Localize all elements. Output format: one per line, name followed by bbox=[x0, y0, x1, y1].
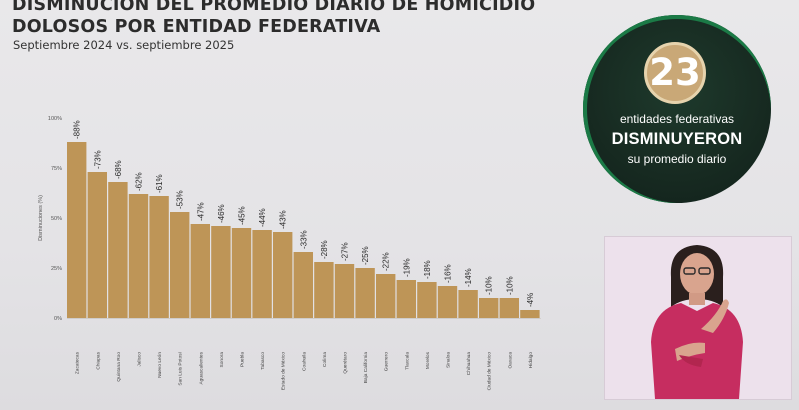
data-label: -68% bbox=[114, 160, 123, 179]
x-tick-label: Aguascalientes bbox=[198, 351, 204, 384]
data-label: -18% bbox=[423, 260, 432, 279]
chart-subtitle: Septiembre 2024 vs. septiembre 2025 bbox=[13, 38, 235, 52]
x-tick-label: Morelos bbox=[425, 351, 431, 369]
x-tick-label: Jalisco bbox=[137, 352, 143, 367]
bar bbox=[437, 286, 458, 318]
sign-language-interpreter-video bbox=[604, 236, 792, 400]
x-tick-label: Zacatecas bbox=[75, 351, 81, 374]
badge-line-3: su promedio diario bbox=[627, 152, 727, 166]
data-label: -25% bbox=[361, 246, 370, 265]
data-label: -62% bbox=[135, 172, 144, 191]
data-label: -22% bbox=[382, 252, 391, 271]
x-tick-label: Baja California bbox=[363, 352, 369, 384]
y-tick-label: 100% bbox=[48, 116, 62, 122]
data-label: -88% bbox=[73, 120, 82, 139]
data-label: -19% bbox=[402, 258, 411, 277]
x-tick-label: Ciudad de México bbox=[487, 352, 493, 391]
x-tick-label: Quintana Roo bbox=[116, 352, 122, 382]
bar bbox=[499, 298, 519, 318]
y-axis-label: Disminuciones (%) bbox=[38, 195, 44, 241]
bar bbox=[211, 226, 231, 318]
y-tick-label: 0% bbox=[54, 316, 62, 322]
data-label: -10% bbox=[485, 276, 494, 295]
data-label: -53% bbox=[176, 190, 185, 209]
x-tick-label: Chihuahua bbox=[466, 352, 472, 376]
x-tick-label: Hidalgo bbox=[528, 352, 534, 369]
bar bbox=[108, 182, 128, 318]
chart-title-line-1: DISMINUCIÓN DEL PROMEDIO DIARIO DE HOMIC… bbox=[12, 0, 536, 15]
x-tick-label: Tlaxcala bbox=[404, 352, 410, 370]
bar bbox=[149, 196, 169, 318]
data-label: -45% bbox=[238, 206, 247, 225]
data-label: -28% bbox=[320, 240, 329, 259]
x-tick-label: Tabasco bbox=[260, 352, 266, 370]
data-label: -27% bbox=[341, 242, 350, 261]
data-label: -4% bbox=[526, 293, 535, 307]
bar bbox=[170, 212, 190, 318]
badge-line-2: DISMINUYERON bbox=[611, 130, 743, 148]
x-tick-label: Querétaro bbox=[343, 352, 349, 374]
bar bbox=[314, 262, 334, 318]
x-tick-label: Sonora bbox=[219, 352, 225, 368]
x-tick-label: Oaxaca bbox=[507, 352, 513, 369]
x-tick-label: Nuevo León bbox=[157, 352, 163, 378]
bar bbox=[355, 268, 375, 318]
bar bbox=[273, 232, 293, 318]
chart-title-line-2: DOLOSOS POR ENTIDAD FEDERATIVA bbox=[12, 17, 381, 37]
x-tick-label: Colima bbox=[322, 352, 328, 367]
bar bbox=[417, 282, 437, 318]
x-tick-label: Chiapas bbox=[95, 351, 101, 369]
bar bbox=[458, 290, 478, 318]
y-tick-label: 25% bbox=[51, 266, 62, 272]
bar bbox=[252, 230, 272, 318]
badge-count: 23 bbox=[649, 51, 701, 94]
data-label: -73% bbox=[93, 150, 102, 169]
data-label: -16% bbox=[444, 264, 453, 283]
data-label: -10% bbox=[505, 276, 514, 295]
bar bbox=[67, 142, 87, 318]
data-label: -33% bbox=[299, 230, 308, 249]
badge-line-1: entidades federativas bbox=[619, 112, 735, 126]
bar-chart: 0% 25% 50% 75% 100% Disminuciones (%) -88% Zaca… bbox=[38, 116, 541, 391]
x-tick-label: Guerrero bbox=[384, 352, 390, 372]
bar bbox=[376, 274, 396, 318]
interpreter-figure bbox=[605, 237, 791, 399]
y-tick-label: 50% bbox=[51, 216, 62, 222]
data-label: -61% bbox=[155, 174, 164, 193]
summary-badge: 23 entidades federativas DISMINUYERON su… bbox=[583, 15, 771, 203]
bar bbox=[334, 264, 355, 318]
data-label: -44% bbox=[258, 208, 267, 227]
data-label: -43% bbox=[279, 210, 288, 229]
x-tick-label: Sinaloa bbox=[446, 352, 452, 368]
bar bbox=[128, 194, 149, 318]
bar bbox=[396, 280, 416, 318]
bar bbox=[190, 224, 210, 318]
data-label: -47% bbox=[196, 202, 205, 221]
count-circle: 23 bbox=[644, 42, 706, 104]
bar bbox=[520, 310, 540, 318]
chart-title: DISMINUCIÓN DEL PROMEDIO DIARIO DE HOMIC… bbox=[12, 0, 535, 38]
x-tick-label: Puebla bbox=[240, 352, 246, 367]
bar bbox=[293, 252, 313, 318]
x-tick-label: Estado de México bbox=[281, 352, 287, 390]
x-tick-label: San Luis Potosí bbox=[178, 351, 184, 385]
x-tick-label: Coahuila bbox=[301, 352, 307, 371]
bar bbox=[479, 298, 499, 318]
data-label: -46% bbox=[217, 204, 226, 223]
y-tick-label: 75% bbox=[51, 166, 62, 172]
data-label: -14% bbox=[464, 268, 473, 287]
bar bbox=[87, 172, 107, 318]
bar bbox=[231, 228, 252, 318]
